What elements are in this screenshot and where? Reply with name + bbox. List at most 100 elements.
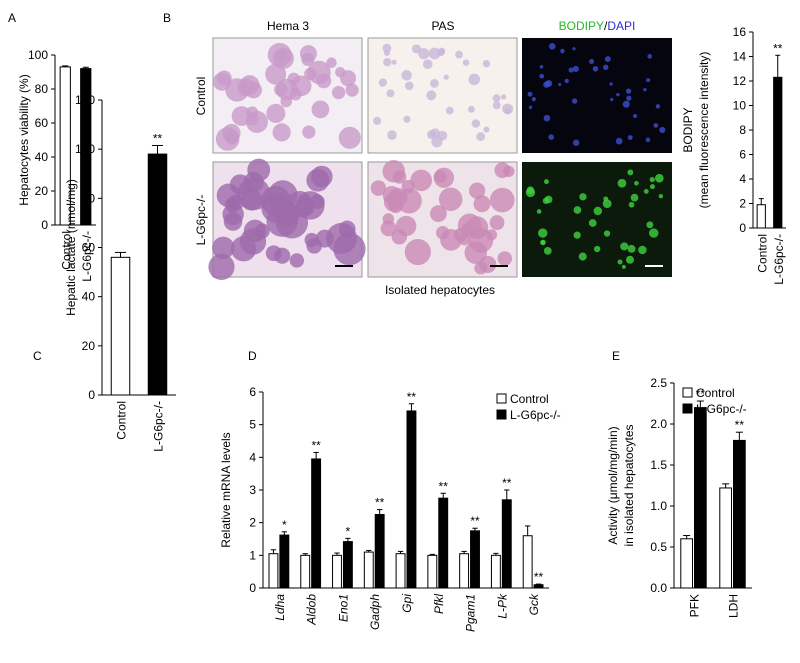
- x-tick-label: Control: [59, 231, 73, 270]
- cell: [659, 126, 666, 134]
- y-tick-label: 5: [249, 418, 256, 432]
- cell: [473, 195, 491, 213]
- x-tick-label: L-G6pc-/-: [80, 231, 94, 282]
- caption: Isolated hepatocytes: [385, 283, 495, 297]
- y-axis-label: Relative mRNA levels: [219, 432, 233, 547]
- panel-label: D: [248, 349, 257, 363]
- significance: *: [346, 524, 351, 538]
- cell: [543, 179, 549, 185]
- cell: [540, 239, 546, 246]
- y-tick-label: 20: [35, 184, 49, 198]
- y-axis-label: Activity (μmol/mg/min): [606, 426, 620, 544]
- legend-label: Control: [696, 386, 735, 400]
- cell: [572, 139, 580, 146]
- cell: [403, 115, 411, 123]
- y-tick-label: 1.5: [650, 458, 667, 472]
- cell: [628, 201, 635, 208]
- y-axis-label: Hepatocytes viability (%): [17, 74, 31, 205]
- bar: [533, 584, 544, 589]
- cell: [410, 169, 433, 192]
- cell: [573, 231, 581, 239]
- cell: [649, 184, 655, 190]
- y-tick-label: 60: [82, 241, 96, 255]
- significance: **: [375, 496, 385, 510]
- bar: [773, 76, 783, 229]
- bar: [470, 530, 480, 589]
- column-header: PAS: [431, 19, 454, 33]
- bar: [374, 514, 385, 589]
- legend-label: Control: [510, 392, 549, 406]
- chart: D Relative mRNA levels 0 1 2 3 4 5 6 Ldha Aldob Eno…: [219, 349, 561, 632]
- cell: [426, 90, 437, 101]
- cell: [649, 228, 659, 238]
- chart: E Activity (μmol/mg/min) in isolated hepat…: [606, 349, 752, 618]
- cell: [306, 237, 323, 254]
- y-tick-label: 1.0: [650, 499, 667, 513]
- cell: [625, 88, 632, 94]
- significance: **: [153, 131, 163, 145]
- significance: **: [502, 476, 512, 490]
- cell: [658, 194, 663, 199]
- cell: [489, 187, 515, 213]
- y-tick-label: 2: [249, 516, 256, 530]
- cell: [212, 72, 232, 91]
- y-tick-label: 2: [739, 197, 746, 211]
- cell: [646, 221, 654, 229]
- cell: [311, 100, 330, 119]
- bar: [147, 153, 168, 396]
- cell: [571, 98, 578, 104]
- x-tick-label: Control: [755, 234, 769, 273]
- cell: [307, 60, 331, 85]
- bar: [522, 535, 533, 589]
- cell: [627, 244, 636, 253]
- cell: [620, 242, 629, 251]
- bar: [332, 554, 342, 589]
- cell: [558, 83, 562, 87]
- cell: [525, 187, 536, 198]
- y-tick-label: 2.5: [650, 376, 667, 390]
- y-tick-label: 120: [75, 93, 95, 107]
- chart: C Hepatic lactate (nmol/mg) 0 20 40 60 80 100 12…: [33, 93, 176, 452]
- legend-swatch: [496, 393, 507, 404]
- bar: [110, 256, 131, 396]
- cell: [345, 83, 359, 97]
- cell: [468, 228, 494, 253]
- bar: [363, 551, 374, 589]
- bar: [459, 553, 470, 589]
- x-tick-label: Eno1: [336, 594, 350, 622]
- legend-swatch: [682, 403, 693, 414]
- header-part: /: [604, 19, 608, 33]
- cell: [630, 193, 639, 202]
- cell: [560, 48, 565, 54]
- micrograph-panel: Hema 3 PAS BODIPY/DAPI Control L-G6pc-/-…: [194, 19, 672, 297]
- cell: [536, 209, 542, 214]
- significance: **: [470, 514, 480, 528]
- y-tick-label: 12: [733, 74, 747, 88]
- cell: [404, 238, 431, 266]
- cell: [436, 226, 450, 240]
- cell: [383, 57, 392, 67]
- cell: [310, 165, 333, 188]
- cell: [482, 59, 491, 68]
- y-tick-label: 0.0: [650, 581, 667, 595]
- y-tick-label: 80: [35, 82, 49, 96]
- x-tick-label: LDH: [727, 594, 741, 618]
- cell: [266, 103, 286, 123]
- cell: [247, 158, 271, 182]
- cell: [301, 52, 315, 67]
- x-tick-label: L-G6pc-/-: [152, 401, 166, 452]
- x-tick-label: PFK: [688, 594, 702, 617]
- cell: [338, 126, 361, 149]
- x-tick-label: L-Pk: [495, 593, 509, 619]
- y-tick-label: 0: [249, 581, 256, 595]
- y-tick-label: 8: [739, 123, 746, 137]
- y-tick-label: 60: [35, 116, 49, 130]
- panel-label: A: [8, 11, 16, 25]
- cell: [433, 170, 447, 184]
- cell: [544, 195, 553, 204]
- cell: [527, 91, 533, 97]
- cell: [643, 189, 649, 194]
- cell: [504, 108, 511, 115]
- column-header: BODIPY/DAPI: [559, 19, 636, 33]
- cell: [573, 206, 582, 214]
